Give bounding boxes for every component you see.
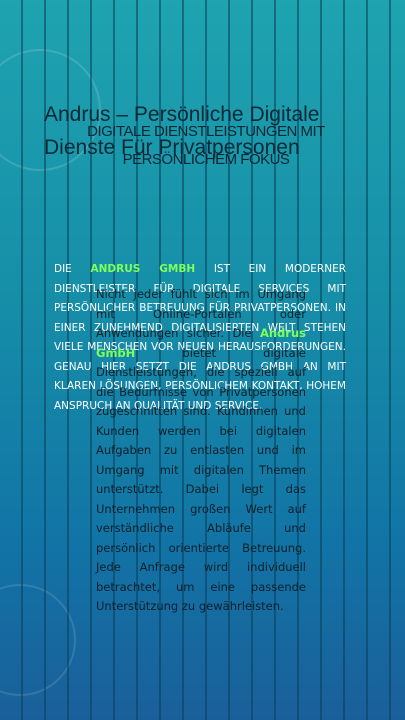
slide-title: Andrus – Persönliche Digitale Dienste Fü… <box>44 103 320 159</box>
strip-edges <box>21 0 391 720</box>
company-name: Andrus GmbH <box>96 326 306 360</box>
text: ist ein moderner Dienstleister für digit… <box>54 263 347 412</box>
section-heading: DIGITALE DIENSTLEISTUNGEN MIT PERSÖNLICH… <box>87 123 325 168</box>
body-text: Nicht jeder fühlt sich im Umgang mit Onl… <box>96 285 306 617</box>
deco-ring <box>0 49 101 171</box>
text: Die <box>54 263 72 275</box>
text: Nicht jeder fühlt sich im Umgang mit Onl… <box>96 287 306 340</box>
intro-text: Die Andrus GmbH ist ein moderner Dienstl… <box>54 260 346 416</box>
text: bietet digitale Dienstleistungen, die sp… <box>96 345 307 614</box>
deco-ring <box>0 584 76 696</box>
company-name: Andrus GmbH <box>90 263 196 275</box>
